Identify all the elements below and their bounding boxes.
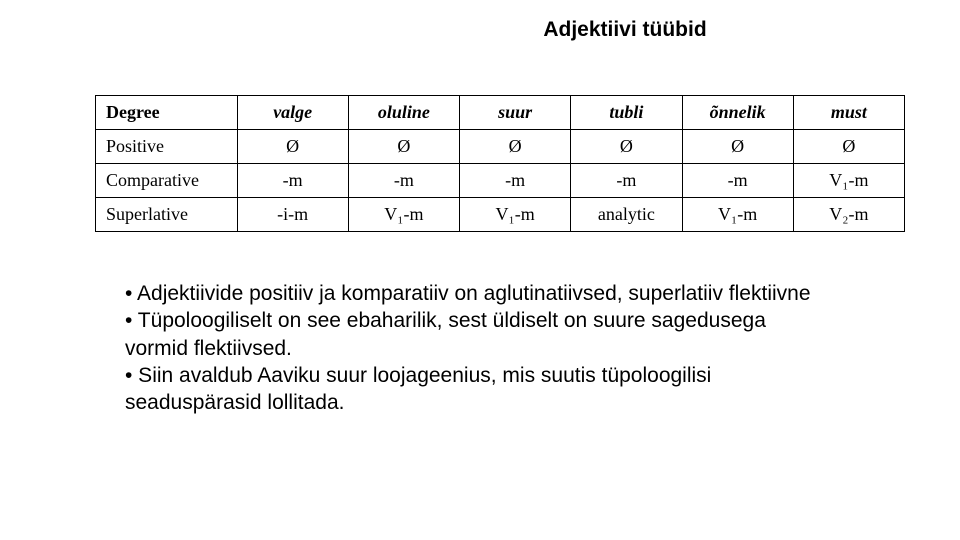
table-cell: V₂-m xyxy=(793,198,904,232)
row-label: Positive xyxy=(96,130,238,164)
table-cell: V₁-m xyxy=(682,198,793,232)
table-cell: V₁-m xyxy=(348,198,459,232)
col-header: suur xyxy=(460,96,571,130)
table-cell: V₁-m xyxy=(793,164,904,198)
table-cell: -m xyxy=(682,164,793,198)
table-cell: -m xyxy=(237,164,348,198)
table-cell: -m xyxy=(348,164,459,198)
row-label: Superlative xyxy=(96,198,238,232)
bullet-item: • Adjektiivide positiiv ja komparatiiv o… xyxy=(125,280,825,307)
col-header: oluline xyxy=(348,96,459,130)
table-cell: -m xyxy=(571,164,682,198)
col-header: must xyxy=(793,96,904,130)
col-header: tubli xyxy=(571,96,682,130)
bullet-item: • Tüpoloogiliselt on see ebaharilik, ses… xyxy=(125,307,825,362)
bullet-list: • Adjektiivide positiiv ja komparatiiv o… xyxy=(125,280,825,416)
table-cell: V₁-m xyxy=(460,198,571,232)
table-cell: Ø xyxy=(793,130,904,164)
col-header: valge xyxy=(237,96,348,130)
table-cell: -i-m xyxy=(237,198,348,232)
bullet-item: • Siin avaldub Aaviku suur loojageenius,… xyxy=(125,362,825,417)
table-cell: Ø xyxy=(460,130,571,164)
table-row: Superlative -i-m V₁-m V₁-m analytic V₁-m… xyxy=(96,198,905,232)
page-title: Adjektiivi tüübid xyxy=(0,18,960,42)
table-row: Positive Ø Ø Ø Ø Ø Ø xyxy=(96,130,905,164)
table-cell: Ø xyxy=(571,130,682,164)
table-cell: analytic xyxy=(571,198,682,232)
table-header-row: Degree valge oluline suur tubli õnnelik … xyxy=(96,96,905,130)
col-header: õnnelik xyxy=(682,96,793,130)
degree-header: Degree xyxy=(96,96,238,130)
table-cell: Ø xyxy=(682,130,793,164)
row-label: Comparative xyxy=(96,164,238,198)
table-cell: -m xyxy=(460,164,571,198)
table-row: Comparative -m -m -m -m -m V₁-m xyxy=(96,164,905,198)
adjective-types-table: Degree valge oluline suur tubli õnnelik … xyxy=(95,95,905,232)
table-cell: Ø xyxy=(237,130,348,164)
table-cell: Ø xyxy=(348,130,459,164)
